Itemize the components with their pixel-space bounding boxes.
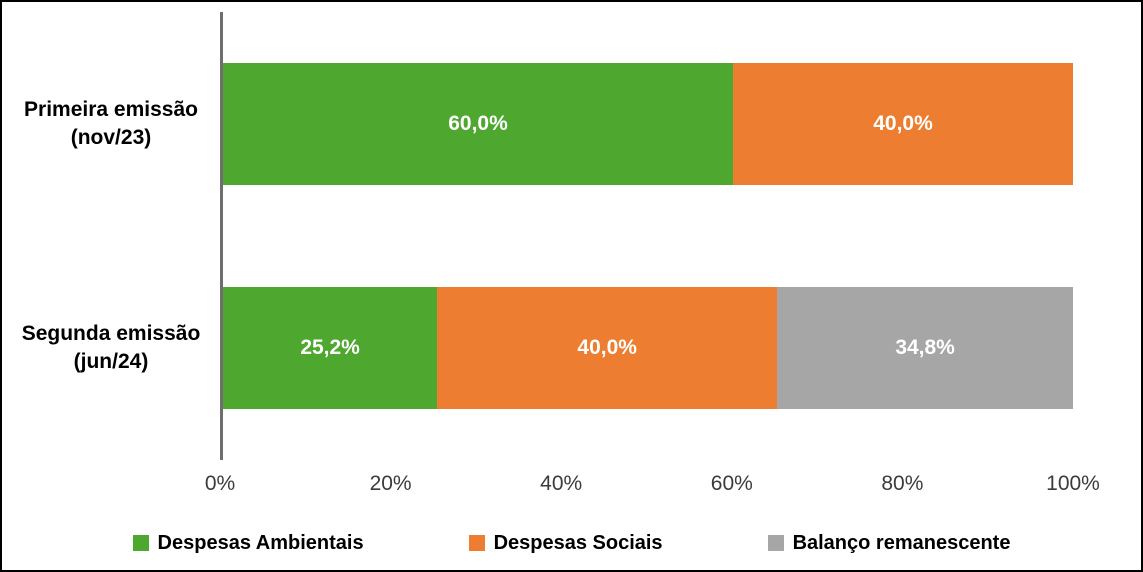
category-label-line: Segunda emissão: [21, 321, 201, 345]
data-label: 60,0%: [448, 112, 508, 135]
category-label-line: (jun/24): [73, 350, 149, 373]
stacked-bar: 60,0% 40,0%: [223, 63, 1073, 185]
stacked-bar: 25,2% 40,0% 34,8%: [223, 287, 1073, 409]
legend-item: Balanço remanescente: [767, 531, 1011, 555]
x-axis: 0% 20% 40% 60% 80% 100%: [205, 460, 1100, 510]
bar-segment: 25,2%: [223, 287, 438, 409]
category-labels: Primeira emissão (nov/23) Segunda emissão (…: [2, 12, 220, 460]
category-label: Primeira emissão (nov/23): [2, 12, 220, 236]
legend-swatch-icon: [767, 535, 784, 551]
category-label: Segunda emissão (jun/24): [2, 236, 220, 460]
x-tick-label: 100%: [1046, 472, 1100, 495]
legend-label: Despesas Ambientais: [157, 531, 364, 554]
x-tick-label: 20%: [369, 472, 412, 495]
bar-row: 25,2% 40,0% 34,8%: [223, 236, 1073, 460]
bar-segment: 34,8%: [777, 287, 1073, 409]
bar-segment: 40,0%: [437, 287, 778, 409]
x-tick-label: 60%: [710, 472, 753, 495]
bar-row: 60,0% 40,0%: [223, 12, 1073, 236]
legend-item: Despesas Ambientais: [132, 531, 364, 555]
plot-area: 60,0% 40,0% 25,2% 40,0% 34,8%: [220, 12, 1073, 460]
data-label: 25,2%: [300, 336, 360, 359]
data-label: 34,8%: [895, 336, 955, 359]
data-label: 40,0%: [577, 336, 637, 359]
bar-segment: 60,0%: [223, 63, 733, 185]
legend-item: Despesas Sociais: [468, 531, 663, 555]
bar-segment: 40,0%: [733, 63, 1073, 185]
category-label-line: (nov/23): [70, 126, 152, 149]
chart-body: Primeira emissão (nov/23) Segunda emissão (…: [2, 12, 1141, 460]
legend-swatch-icon: [132, 535, 149, 551]
x-tick-label: 80%: [881, 472, 924, 495]
x-tick-label: 0%: [204, 472, 236, 495]
data-label: 40,0%: [873, 112, 933, 135]
legend: Despesas Ambientais Despesas Sociais Balan…: [2, 526, 1141, 560]
legend-label: Balanço remanescente: [792, 531, 1011, 554]
category-label-line: Primeira emissão: [24, 97, 198, 121]
legend-label: Despesas Sociais: [493, 531, 663, 554]
legend-swatch-icon: [468, 535, 485, 551]
x-tick-label: 40%: [540, 472, 583, 495]
